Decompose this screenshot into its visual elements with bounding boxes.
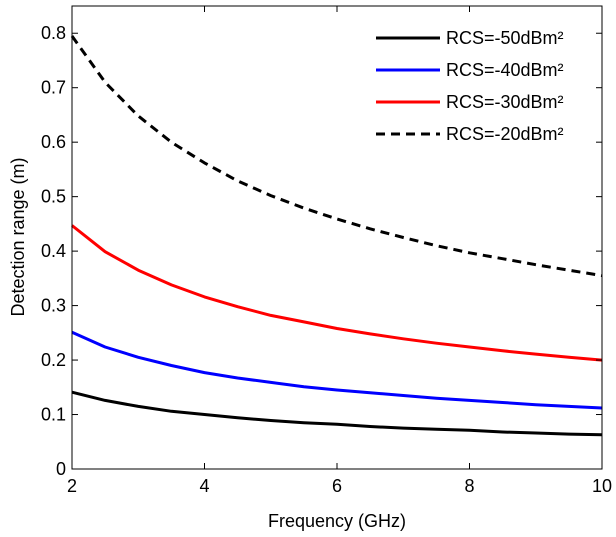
y-axis-label: Detection range (m) — [8, 157, 28, 316]
legend-label-1: RCS=-50dBm² — [446, 28, 564, 48]
axis-layer: 2 4 6 8 10 0 0.1 0.2 0.3 0.4 0.5 0.6 0.7 0.8 — [41, 6, 612, 496]
y-tick-label: 0 — [56, 459, 66, 479]
legend-label-3: RCS=-30dBm² — [446, 92, 564, 112]
x-tick-label: 4 — [199, 476, 209, 496]
y-tick-label: 0.2 — [41, 350, 66, 370]
series-line-1 — [71, 390, 603, 437]
x-tick-label: 2 — [67, 476, 77, 496]
legend-label-4: RCS=-20dBm² — [446, 124, 564, 144]
legend-label-2: RCS=-40dBm² — [446, 60, 564, 80]
y-tick-label: 0.7 — [41, 78, 66, 98]
y-tick-label: 0.5 — [41, 187, 66, 207]
legend: RCS=-50dBm² RCS=-40dBm² RCS=-30dBm² RCS=-20… — [376, 28, 564, 144]
x-tick-label: 6 — [332, 476, 342, 496]
plot-frame — [71, 5, 603, 470]
y-tick-label: 0.4 — [41, 241, 66, 261]
series-line-2 — [71, 330, 603, 410]
series-layer — [70, 35, 603, 437]
series-line-4 — [70, 35, 603, 278]
x-tick-label: 10 — [592, 476, 612, 496]
y-tick-label: 0.3 — [41, 296, 66, 316]
y-tick-label: 0.8 — [41, 23, 66, 43]
y-tick-label: 0.1 — [41, 405, 66, 425]
series-line-3 — [71, 224, 603, 362]
y-tick-label: 0.6 — [41, 132, 66, 152]
plot-background — [72, 6, 602, 469]
x-tick-label: 8 — [464, 476, 474, 496]
x-axis-label: Frequency (GHz) — [268, 511, 406, 531]
